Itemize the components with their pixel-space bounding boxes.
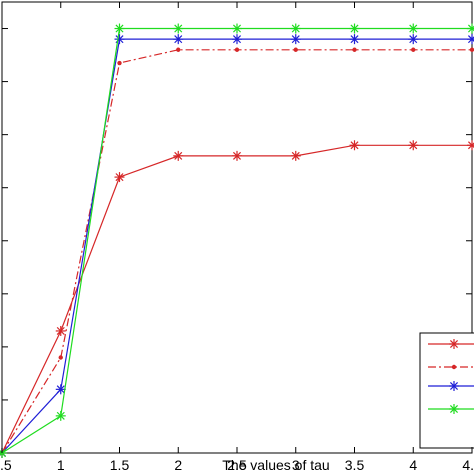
plot-area [1, 1, 473, 454]
legend [419, 332, 474, 449]
x-axis-label: The values of tau [222, 457, 329, 473]
series-point [408, 140, 419, 151]
x-tick-label: 2.5 [227, 457, 247, 473]
series-point [173, 34, 184, 45]
series-point [349, 34, 360, 45]
series-point [232, 34, 242, 45]
series-point [408, 34, 419, 45]
series-point [467, 34, 474, 45]
x-tick-label: 3.5 [345, 457, 365, 473]
series-point [290, 34, 301, 45]
series-point [55, 325, 66, 336]
x-tick-label: .5 [0, 457, 12, 473]
series-point [58, 355, 63, 360]
series-point [234, 47, 240, 52]
series-2 [0, 47, 474, 456]
series-point [232, 23, 242, 34]
series-point [293, 47, 298, 52]
series-layer [0, 23, 474, 458]
x-tick-label: 2 [174, 457, 182, 473]
legend-marker [449, 339, 459, 349]
x-tick-label: 3 [292, 457, 300, 473]
series-point [114, 34, 125, 45]
series-point [117, 60, 122, 66]
legend-marker [451, 364, 457, 370]
series-line [1, 38, 472, 454]
series-point [173, 23, 184, 34]
series-point [176, 47, 181, 52]
series-line [1, 49, 472, 454]
series-point [55, 410, 66, 421]
series-point [352, 47, 357, 52]
series-point [467, 23, 474, 34]
x-tick-label: 4. [462, 457, 474, 473]
series-point [55, 384, 66, 395]
series-point [114, 172, 125, 183]
legend-box [419, 332, 474, 449]
series-point [408, 23, 419, 34]
series-point [232, 150, 242, 161]
series-point [290, 150, 301, 161]
series-point [173, 150, 184, 161]
series-point [411, 47, 416, 52]
legend-marker [449, 381, 459, 391]
series-line [1, 27, 472, 454]
series-point [467, 140, 474, 151]
x-tick-label: 1.5 [110, 457, 130, 473]
series-point [290, 23, 301, 34]
series-4 [0, 23, 474, 458]
x-tick-label: 1 [57, 457, 65, 473]
x-tick-label: 4 [409, 457, 417, 473]
series-point [349, 140, 360, 151]
series-3 [0, 34, 474, 458]
series-1 [0, 140, 474, 458]
series-point [349, 23, 360, 34]
series-point [469, 47, 474, 52]
legend-marker [449, 404, 459, 414]
plot-frame [1, 1, 473, 454]
series-point [114, 23, 125, 34]
